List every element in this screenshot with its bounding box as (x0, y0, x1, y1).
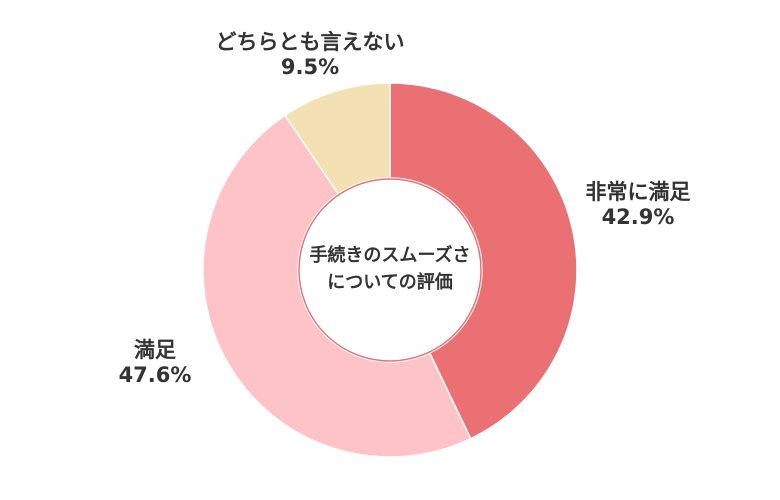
slice-category-very-satisfied: 非常に満足 (585, 180, 691, 204)
slice-neutral (283, 82, 391, 195)
center-title-line-1: 手続きのスムーズさ (309, 245, 471, 266)
slice-value-satisfied: 47.6% (118, 363, 192, 387)
center-title-line-2: についての評価 (327, 272, 453, 293)
slices-group (202, 82, 578, 458)
slice-value-very-satisfied: 42.9% (601, 205, 675, 229)
slice-category-satisfied: 満足 (134, 338, 176, 362)
center-ring (298, 178, 482, 362)
slice-very-satisfied (389, 82, 578, 440)
slice-label-neutral: どちらとも言えない 9.5% (190, 30, 430, 80)
slice-category-neutral: どちらとも言えない (215, 30, 405, 54)
center-title: 手続きのスムーズさ についての評価 (290, 242, 490, 296)
slice-label-satisfied: 満足 47.6% (105, 338, 205, 388)
slice-label-very-satisfied: 非常に満足 42.9% (578, 180, 698, 230)
slice-satisfied (202, 114, 472, 458)
slice-value-neutral: 9.5% (280, 55, 340, 79)
